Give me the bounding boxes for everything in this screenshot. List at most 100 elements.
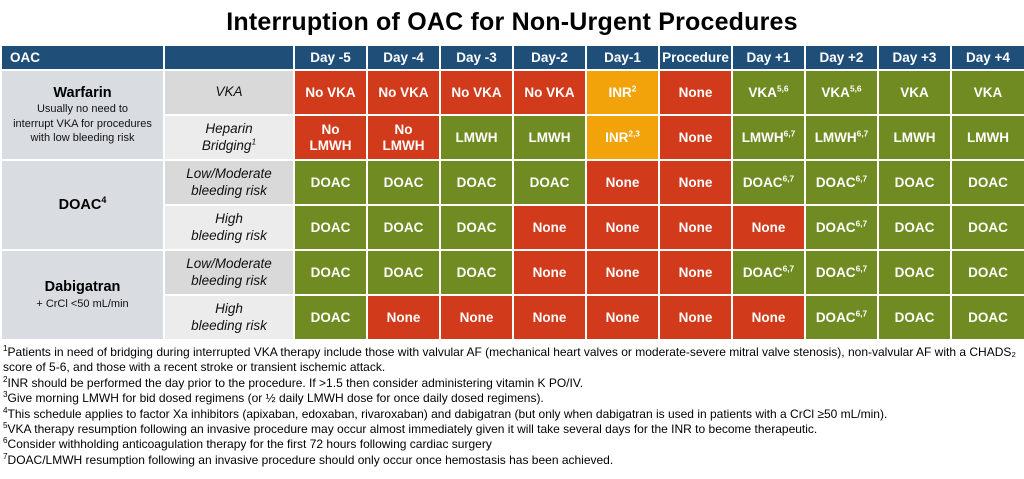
drug-name: Dabigatran bbox=[44, 279, 121, 296]
schedule-cell: VKA bbox=[877, 69, 952, 116]
table-row: High bleeding risk DOAC DOAC DOAC None None No… bbox=[1, 204, 1024, 251]
schedule-cell: None bbox=[585, 204, 660, 251]
schedule-cell: LMWH bbox=[512, 114, 587, 161]
footnote: 7DOAC/LMWH resumption following an invas… bbox=[3, 451, 614, 467]
schedule-cell: DOAC bbox=[877, 159, 952, 206]
schedule-cell: INR2 bbox=[585, 69, 660, 116]
schedule-cell: None bbox=[366, 294, 441, 341]
schedule-cell: DOAC bbox=[877, 294, 952, 341]
schedule-cell: DOAC bbox=[877, 249, 952, 296]
regimen-label-cell: VKA bbox=[163, 69, 295, 116]
footnote: 1Patients in need of bridging during int… bbox=[3, 344, 1017, 375]
schedule-cell: None bbox=[585, 159, 660, 206]
header-cell-day: Day-2 bbox=[512, 44, 587, 71]
schedule-cell: INR2,3 bbox=[585, 114, 660, 161]
schedule-cell: None bbox=[585, 294, 660, 341]
regimen-label-cell: Heparin Bridging1 bbox=[163, 114, 295, 161]
oac-schedule-table: OAC Day -5 Day -4 Day -3 Day-2 Day-1 Procedure… bbox=[0, 44, 1024, 341]
schedule-cell: VKA5,6 bbox=[804, 69, 879, 116]
schedule-cell: DOAC bbox=[293, 204, 368, 251]
footnote: 6Consider withholding anticoagulation th… bbox=[3, 436, 492, 452]
schedule-cell: DOAC bbox=[439, 159, 514, 206]
header-cell-oac: OAC bbox=[0, 44, 165, 71]
footnote: 5VKA therapy resumption following an inv… bbox=[3, 421, 818, 437]
schedule-cell: DOAC bbox=[366, 159, 441, 206]
table-row: Warfarin Usually no need to interrupt VKA… bbox=[0, 69, 1024, 161]
table-row: High bleeding risk DOAC None None None None No… bbox=[1, 294, 1024, 341]
schedule-cell: No LMWH bbox=[366, 114, 441, 161]
schedule-cell: None bbox=[658, 69, 733, 116]
page-title: Interruption of OAC for Non-Urgent Proce… bbox=[226, 8, 798, 36]
regimen-label-cell: High bleeding risk bbox=[163, 294, 295, 341]
schedule-cell: None bbox=[658, 294, 733, 341]
schedule-cell: None bbox=[585, 249, 660, 296]
drug-cell: Dabigatran + CrCl <50 mL/min bbox=[0, 249, 165, 341]
header-cell-day: Day +1 bbox=[731, 44, 806, 71]
header-cell-day: Day +3 bbox=[877, 44, 952, 71]
schedule-cell: No VKA bbox=[293, 69, 368, 116]
schedule-cell: None bbox=[731, 294, 806, 341]
table-row: Heparin Bridging1 No LMWH No LMWH LMWH LMWH I… bbox=[1, 114, 1024, 161]
schedule-cell: DOAC bbox=[950, 249, 1024, 296]
drug-description: Usually no need to interrupt VKA for pro… bbox=[13, 103, 152, 144]
schedule-cell: DOAC bbox=[439, 249, 514, 296]
table-row: DOAC4 Low/Moderate bleeding risk DOAC DOAC D… bbox=[0, 159, 1024, 251]
schedule-cell: VKA5,6 bbox=[731, 69, 806, 116]
schedule-cell: DOAC6,7 bbox=[804, 159, 879, 206]
schedule-cell: DOAC bbox=[293, 159, 368, 206]
schedule-cell: DOAC bbox=[877, 204, 952, 251]
footnotes: 1Patients in need of bridging during int… bbox=[0, 341, 1024, 468]
schedule-cell: DOAC bbox=[293, 249, 368, 296]
schedule-cell: DOAC6,7 bbox=[804, 294, 879, 341]
schedule-cell: None bbox=[658, 159, 733, 206]
schedule-cell: No VKA bbox=[366, 69, 441, 116]
schedule-cell: LMWH bbox=[950, 114, 1024, 161]
header-cell-day: Day-1 bbox=[585, 44, 660, 71]
schedule-cell: DOAC6,7 bbox=[804, 249, 879, 296]
schedule-cell: None bbox=[512, 294, 587, 341]
drug-cell: Warfarin Usually no need to interrupt VKA… bbox=[0, 69, 165, 161]
drug-name: Warfarin bbox=[53, 84, 112, 101]
schedule-cell: DOAC6,7 bbox=[804, 204, 879, 251]
footnote: 2INR should be performed the day prior t… bbox=[3, 374, 584, 390]
schedule-cell: None bbox=[512, 204, 587, 251]
schedule-cell: No LMWH bbox=[293, 114, 368, 161]
schedule-cell: LMWH bbox=[877, 114, 952, 161]
schedule-cell: DOAC bbox=[439, 204, 514, 251]
schedule-cell: DOAC bbox=[512, 159, 587, 206]
header-cell-day: Day +4 bbox=[950, 44, 1024, 71]
schedule-cell: DOAC bbox=[950, 204, 1024, 251]
schedule-cell: LMWH6,7 bbox=[731, 114, 806, 161]
header-cell-day: Day +2 bbox=[804, 44, 879, 71]
header-cell-day: Procedure bbox=[658, 44, 733, 71]
schedule-cell: None bbox=[512, 249, 587, 296]
schedule-cell: LMWH bbox=[439, 114, 514, 161]
schedule-cell: None bbox=[658, 204, 733, 251]
drug-name: DOAC4 bbox=[58, 194, 107, 213]
schedule-cell: None bbox=[439, 294, 514, 341]
schedule-cell: No VKA bbox=[512, 69, 587, 116]
schedule-cell: DOAC bbox=[293, 294, 368, 341]
header-cell-day: Day -4 bbox=[366, 44, 441, 71]
schedule-cell: DOAC bbox=[366, 204, 441, 251]
schedule-cell: LMWH6,7 bbox=[804, 114, 879, 161]
schedule-cell: None bbox=[731, 204, 806, 251]
schedule-cell: None bbox=[658, 114, 733, 161]
header-row: OAC Day -5 Day -4 Day -3 Day-2 Day-1 Procedure… bbox=[0, 44, 1024, 71]
schedule-cell: VKA bbox=[950, 69, 1024, 116]
schedule-cell: DOAC bbox=[950, 294, 1024, 341]
header-cell-day: Day -3 bbox=[439, 44, 514, 71]
schedule-cell: DOAC bbox=[950, 159, 1024, 206]
header-cell-blank bbox=[163, 44, 295, 71]
drug-description: + CrCl <50 mL/min bbox=[36, 297, 129, 310]
oac-table-body: Warfarin Usually no need to interrupt VKA… bbox=[0, 69, 1024, 341]
regimen-label-cell: High bleeding risk bbox=[163, 204, 295, 251]
regimen-label-cell: Low/Moderate bleeding risk bbox=[163, 249, 295, 296]
schedule-cell: DOAC6,7 bbox=[731, 249, 806, 296]
regimen-label-cell: Low/Moderate bleeding risk bbox=[163, 159, 295, 206]
footnote: 3Give morning LMWH for bid dosed regimen… bbox=[3, 390, 544, 406]
schedule-cell: No VKA bbox=[439, 69, 514, 116]
schedule-cell: DOAC6,7 bbox=[731, 159, 806, 206]
table-row: Dabigatran + CrCl <50 mL/min Low/Moderate … bbox=[0, 249, 1024, 341]
